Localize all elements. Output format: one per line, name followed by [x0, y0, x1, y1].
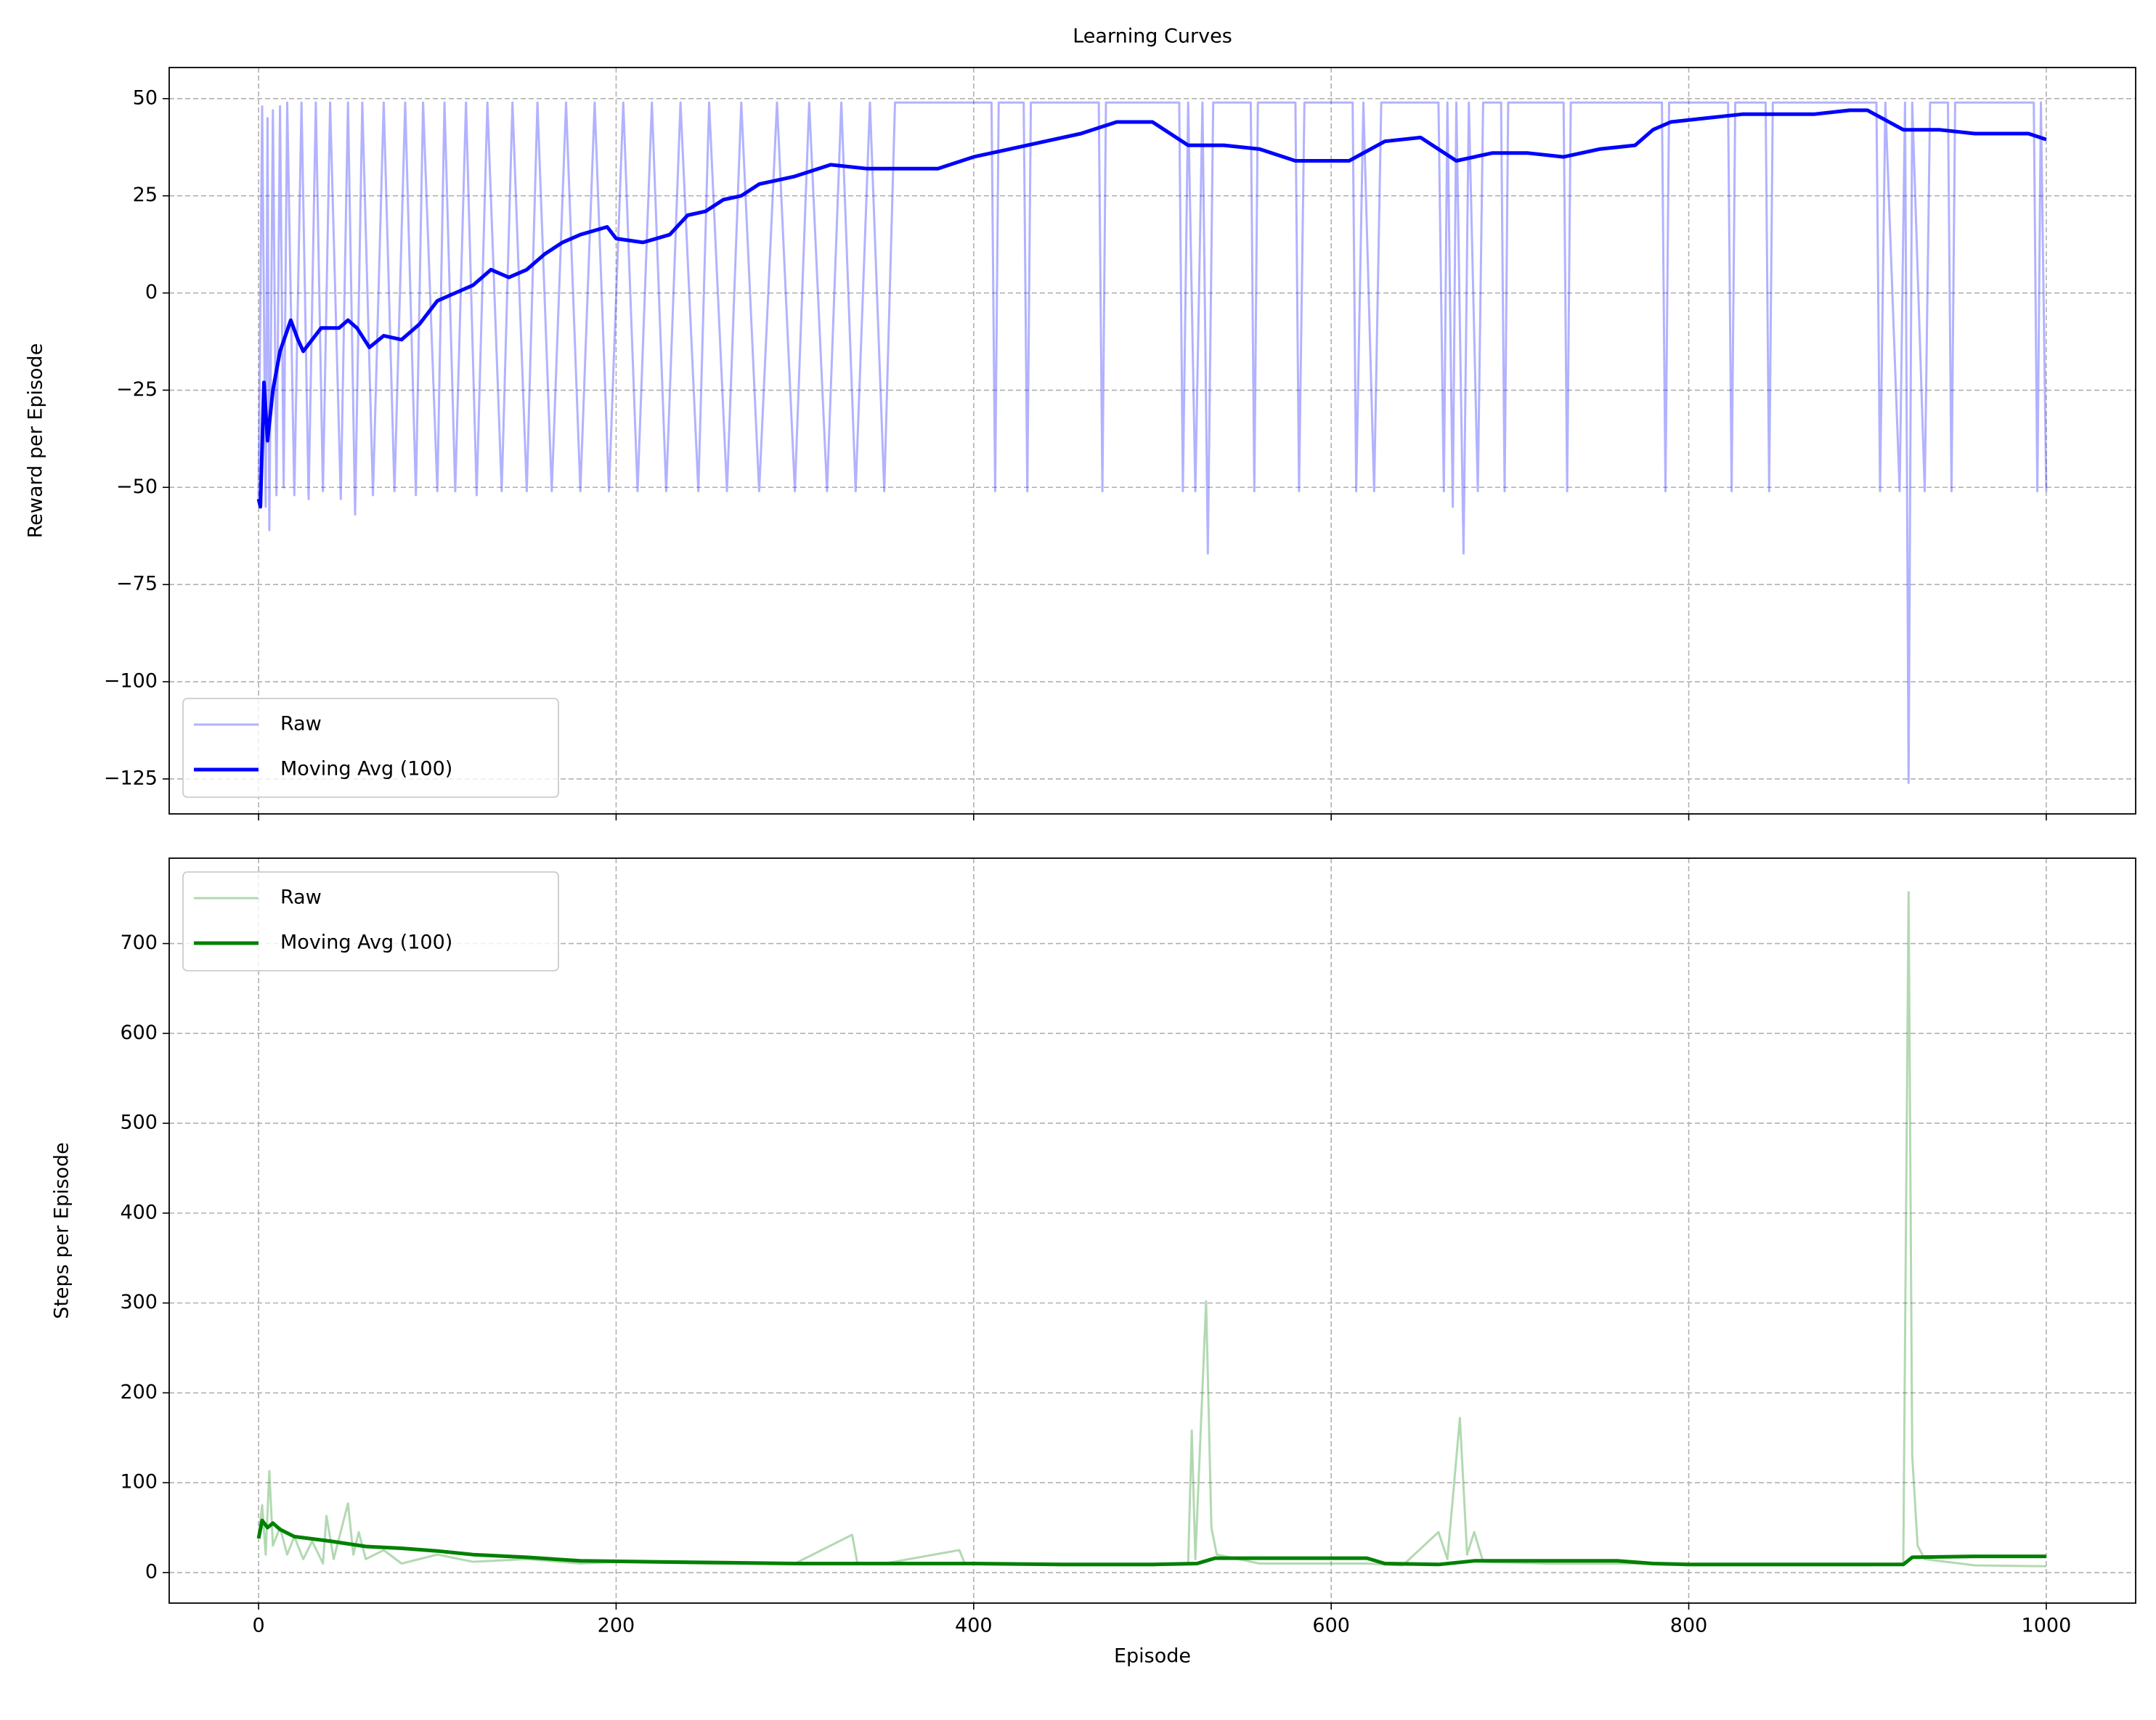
y-tick-label: 100 — [120, 1471, 158, 1493]
y-tick-label: 400 — [120, 1201, 158, 1223]
y-tick-label: 50 — [133, 86, 158, 109]
legend-label: Raw — [280, 713, 322, 735]
y-tick-label: 25 — [133, 184, 158, 206]
y-tick-label: −100 — [104, 669, 158, 692]
y-tick-label: −25 — [116, 378, 158, 401]
x-tick-label: 200 — [598, 1615, 635, 1637]
data-line — [256, 108, 2047, 509]
legend-box — [182, 698, 559, 798]
legend-label: Raw — [280, 887, 322, 909]
axes-frame — [168, 67, 2136, 815]
data-line — [257, 101, 2048, 784]
legend-label: Moving Avg (100) — [280, 932, 452, 954]
y-axis-label: Reward per Episode — [25, 343, 47, 539]
x-axis-label: Episode — [1114, 1645, 1191, 1668]
axes-frame — [168, 857, 2136, 1604]
y-tick-label: 300 — [120, 1291, 158, 1313]
chart-title: Learning Curves — [1073, 25, 1232, 48]
y-tick-label: −75 — [116, 573, 158, 595]
x-tick-label: 0 — [252, 1615, 264, 1637]
data-line — [257, 891, 2046, 1568]
y-axis-label: Steps per Episode — [51, 1142, 73, 1319]
y-tick-label: 500 — [120, 1112, 158, 1134]
x-tick-label: 800 — [1670, 1615, 1708, 1637]
y-tick-label: 700 — [120, 932, 158, 954]
x-tick-label: 1000 — [2022, 1615, 2072, 1637]
y-tick-label: 200 — [120, 1381, 158, 1403]
y-tick-label: 0 — [145, 281, 158, 303]
x-tick-label: 400 — [955, 1615, 993, 1637]
y-tick-label: 0 — [145, 1560, 158, 1583]
y-tick-label: 600 — [120, 1022, 158, 1044]
legend-label: Moving Avg (100) — [280, 758, 452, 780]
y-tick-label: −125 — [104, 767, 158, 789]
x-tick-label: 600 — [1312, 1615, 1350, 1637]
legend-box — [182, 871, 559, 971]
data-line — [256, 1518, 2046, 1567]
y-tick-label: −50 — [116, 476, 158, 498]
